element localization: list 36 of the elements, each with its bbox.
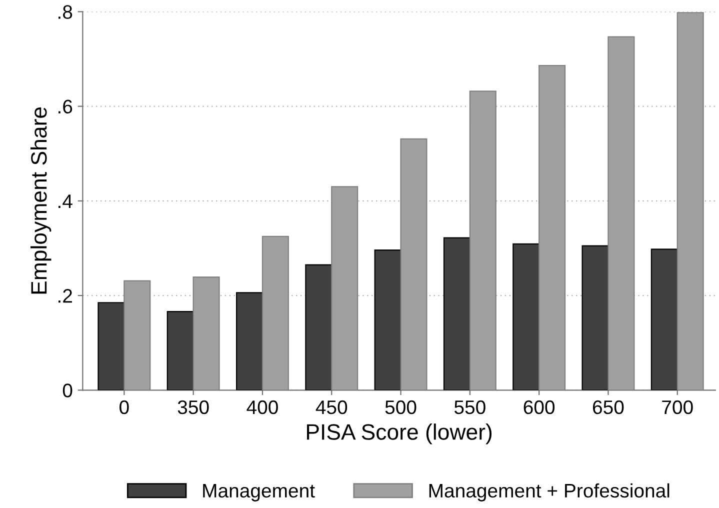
x-tick-label: 450 bbox=[316, 400, 348, 414]
y-tick-label: .8 bbox=[58, 5, 72, 19]
bar bbox=[305, 264, 332, 390]
x-tick-label: 550 bbox=[454, 400, 486, 414]
y-tick-label: .4 bbox=[58, 194, 72, 208]
y-tick-label: .2 bbox=[58, 288, 72, 303]
bar bbox=[331, 186, 358, 390]
legend-label: Management bbox=[203, 484, 315, 502]
bar bbox=[98, 302, 125, 390]
bar bbox=[582, 245, 609, 390]
y-axis-title: Employment Share bbox=[30, 107, 52, 294]
bar bbox=[469, 90, 496, 390]
bar bbox=[400, 138, 428, 390]
x-tick-label: 500 bbox=[385, 400, 416, 414]
bar bbox=[676, 12, 704, 390]
x-tick-label: 350 bbox=[178, 400, 209, 414]
x-tick-label: 0 bbox=[120, 400, 129, 414]
bar bbox=[512, 243, 540, 390]
bar bbox=[262, 236, 289, 390]
legend-label: Management + Professional bbox=[429, 483, 670, 502]
x-tick-label: 700 bbox=[662, 400, 693, 414]
bar bbox=[374, 250, 402, 390]
y-tick-label: .6 bbox=[58, 100, 72, 114]
bar bbox=[192, 276, 220, 390]
bar bbox=[124, 280, 151, 390]
bar bbox=[608, 36, 635, 390]
x-axis-title: PISA Score (lower) bbox=[307, 424, 492, 444]
x-tick-label: 650 bbox=[592, 400, 624, 414]
y-tick-label: 0 bbox=[62, 384, 72, 398]
bar bbox=[443, 237, 470, 390]
x-tick-label: 600 bbox=[524, 400, 555, 414]
bar bbox=[166, 311, 194, 390]
bar bbox=[538, 65, 566, 390]
bar bbox=[236, 292, 264, 390]
x-tick-label: 400 bbox=[246, 400, 278, 414]
bar bbox=[650, 248, 678, 390]
